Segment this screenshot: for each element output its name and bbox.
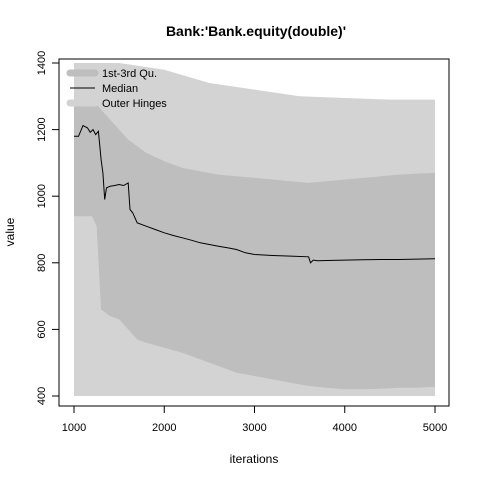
y-tick-label: 400 [36,387,48,405]
x-axis-label: iterations [230,452,279,466]
x-tick-label: 4000 [333,422,357,434]
x-axis: 1000 2000 3000 4000 5000 [62,406,447,434]
chart-title: Bank:'Bank.equity(double)' [166,23,346,39]
y-tick-label: 1000 [36,184,48,208]
legend-label: Outer Hinges [102,98,167,110]
y-axis-label: value [3,217,17,246]
x-tick-label: 5000 [423,422,447,434]
y-tick-label: 1400 [36,51,48,75]
bands [74,63,435,396]
x-tick-label: 1000 [62,422,86,434]
y-axis: 400 600 800 1000 1200 1400 [36,51,59,405]
y-tick-label: 800 [36,254,48,272]
x-tick-label: 2000 [152,422,176,434]
legend-label: 1st-3rd Qu. [102,68,157,80]
y-tick-label: 1200 [36,117,48,141]
x-tick-label: 3000 [242,422,266,434]
legend-label: Median [102,83,138,95]
y-tick-label: 600 [36,320,48,338]
